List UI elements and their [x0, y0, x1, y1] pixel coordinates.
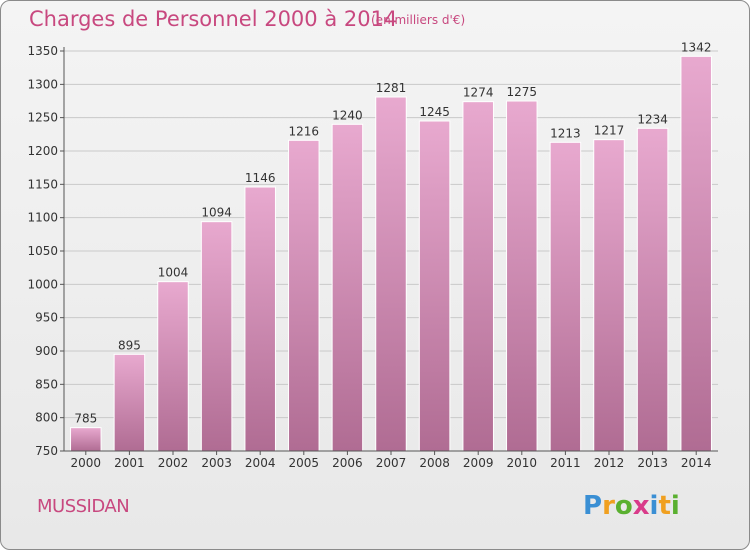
- bar-2006: [331, 123, 364, 452]
- y-tick-label: 950: [35, 311, 58, 325]
- logo-letter: P: [583, 491, 603, 521]
- data-label: 785: [74, 412, 97, 426]
- data-label: 1275: [507, 85, 538, 99]
- logo-letter: x: [632, 491, 650, 521]
- x-tick-label: 2012: [594, 456, 625, 470]
- y-tick-label: 1100: [27, 211, 58, 225]
- data-label: 1342: [681, 40, 712, 54]
- bar-2011: [549, 141, 582, 452]
- chart-title: Charges de Personnel 2000 à 2014: [29, 7, 398, 31]
- data-label: 1216: [289, 124, 320, 138]
- y-tick-label: 1050: [27, 244, 58, 258]
- x-tick-label: 2009: [463, 456, 494, 470]
- bar-2014: [680, 55, 712, 452]
- x-tick-label: 2000: [71, 456, 102, 470]
- y-tick-label: 1350: [27, 44, 58, 58]
- data-label: 1213: [550, 126, 581, 140]
- bar-2012: [593, 139, 625, 452]
- logo-letter: t: [658, 491, 671, 521]
- bar-2007: [375, 96, 407, 452]
- y-tick-label: 850: [35, 377, 58, 391]
- y-tick-label: 1200: [27, 144, 58, 158]
- x-tick-label: 2013: [637, 456, 668, 470]
- logo-letter: o: [614, 491, 633, 521]
- x-tick-label: 2011: [550, 456, 581, 470]
- bar-2001: [113, 353, 146, 452]
- bar-2013: [636, 127, 669, 452]
- x-tick-label: 2005: [289, 456, 320, 470]
- data-label: 1094: [201, 206, 232, 220]
- x-tick-label: 2010: [507, 456, 538, 470]
- data-label: 895: [118, 338, 141, 352]
- data-label: 1217: [594, 124, 625, 138]
- data-label: 1274: [463, 86, 494, 100]
- x-tick-label: 2006: [332, 456, 363, 470]
- data-label: 1281: [376, 81, 407, 95]
- x-tick-label: 2004: [245, 456, 276, 470]
- bar-2002: [157, 281, 189, 452]
- data-label: 1004: [158, 266, 189, 280]
- x-tick-label: 2003: [201, 456, 232, 470]
- y-tick-label: 750: [35, 444, 58, 458]
- axes: 750 800 850 900 950 1000 1050 1100 1150 1200 1250 1…: [27, 44, 718, 470]
- x-tick-label: 2014: [681, 456, 712, 470]
- data-label: 1240: [332, 108, 363, 122]
- bar-2005: [288, 139, 320, 452]
- data-label: 1245: [419, 105, 450, 119]
- x-tick-label: 2002: [158, 456, 189, 470]
- x-tick-label: 2008: [419, 456, 450, 470]
- y-tick-label: 800: [35, 411, 58, 425]
- bar-2008: [418, 120, 451, 452]
- data-label: 1146: [245, 171, 276, 185]
- proxiti-logo: Proxiti: [583, 491, 680, 521]
- chart-unit-subtitle: (en milliers d'€): [371, 13, 466, 27]
- bar-2004: [244, 186, 276, 452]
- bar-2009: [462, 101, 494, 452]
- y-tick-label: 1300: [27, 77, 58, 91]
- bars: 785 895 1004 1094 1146 1216 1240 1281 1245 1274 12…: [70, 40, 712, 452]
- bar-2003: [200, 221, 233, 452]
- y-tick-label: 1000: [27, 277, 58, 291]
- bar-2010: [506, 100, 538, 452]
- logo-letter: r: [602, 491, 615, 521]
- logo-letter: i: [670, 491, 680, 521]
- x-tick-label: 2001: [114, 456, 145, 470]
- bar-2000: [70, 427, 102, 452]
- y-tick-label: 900: [35, 344, 58, 358]
- y-tick-label: 1250: [27, 111, 58, 125]
- data-label: 1234: [637, 112, 668, 126]
- y-tick-label: 1150: [27, 177, 58, 191]
- commune-name: MUSSIDAN: [37, 496, 130, 517]
- logo-letter: i: [649, 491, 659, 521]
- x-tick-label: 2007: [376, 456, 407, 470]
